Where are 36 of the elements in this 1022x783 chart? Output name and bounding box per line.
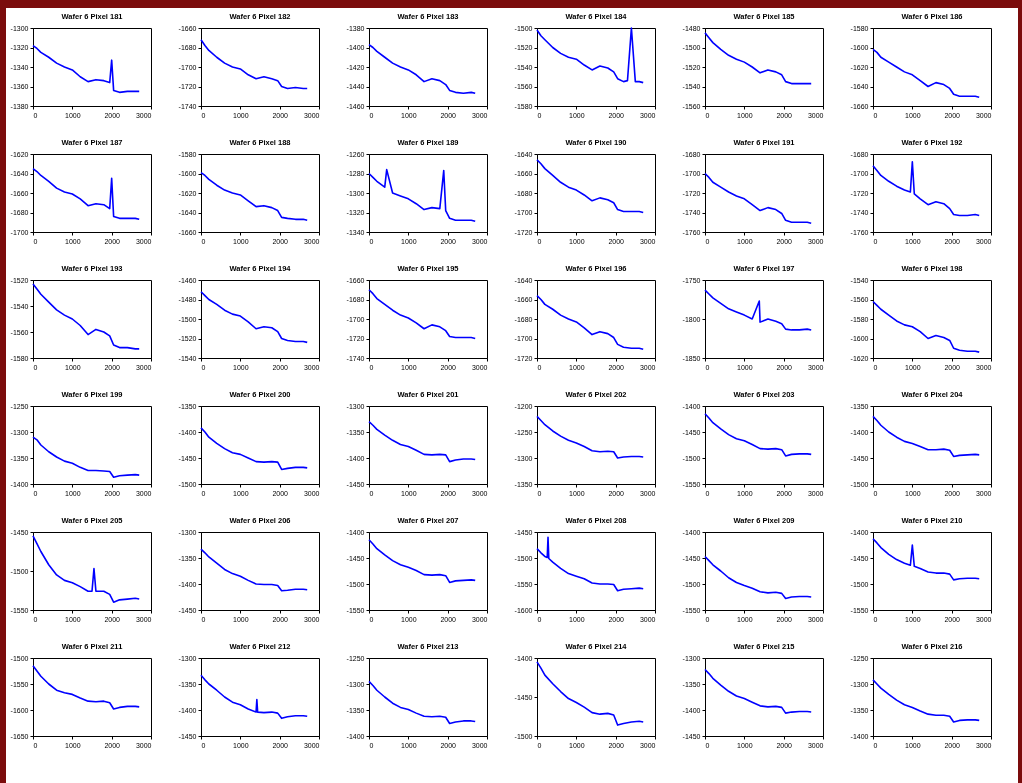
line-series bbox=[872, 48, 980, 99]
line-series bbox=[368, 288, 476, 340]
line-series bbox=[872, 161, 980, 217]
line-series bbox=[32, 167, 140, 221]
line-series bbox=[704, 668, 812, 714]
line-series bbox=[200, 427, 308, 471]
line-series bbox=[32, 44, 140, 94]
line-series bbox=[32, 283, 140, 350]
line-series bbox=[32, 436, 140, 479]
line-series bbox=[536, 159, 644, 214]
line-series bbox=[536, 536, 644, 592]
line-series bbox=[368, 43, 476, 95]
line-series bbox=[368, 539, 476, 584]
line-series bbox=[536, 294, 644, 351]
line-series bbox=[536, 415, 644, 459]
line-series bbox=[32, 665, 140, 710]
line-series bbox=[872, 679, 980, 723]
line-series bbox=[200, 171, 308, 222]
line-series bbox=[704, 555, 812, 600]
line-series bbox=[872, 300, 980, 353]
line-series bbox=[200, 674, 308, 720]
line-series bbox=[200, 290, 308, 344]
line-series bbox=[704, 32, 812, 85]
line-series bbox=[704, 413, 812, 457]
line-series bbox=[704, 289, 812, 331]
line-series bbox=[368, 168, 476, 223]
line-series bbox=[872, 537, 980, 581]
line-series bbox=[872, 415, 980, 458]
line-series bbox=[536, 27, 644, 84]
line-series bbox=[200, 548, 308, 592]
line-series bbox=[368, 680, 476, 725]
line-series bbox=[368, 420, 476, 463]
line-series bbox=[704, 172, 812, 225]
line-series bbox=[200, 38, 308, 90]
line-series bbox=[32, 535, 140, 603]
line-series bbox=[536, 661, 644, 726]
